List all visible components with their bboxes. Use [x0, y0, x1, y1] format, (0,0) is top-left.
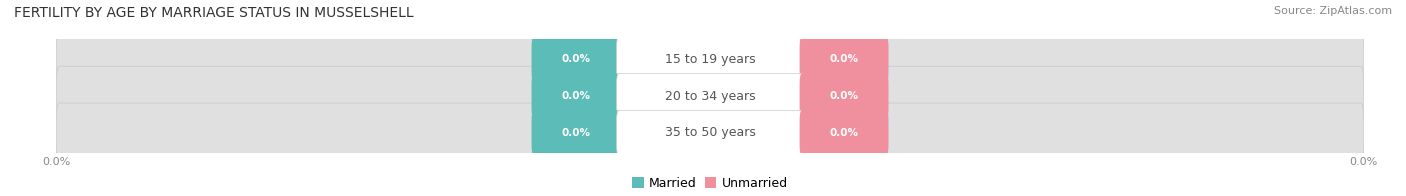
Bar: [56, 78, 1364, 114]
FancyBboxPatch shape: [617, 74, 803, 118]
FancyBboxPatch shape: [56, 66, 1364, 126]
Text: 0.0%: 0.0%: [561, 54, 591, 64]
Legend: Married, Unmarried: Married, Unmarried: [633, 177, 787, 190]
Bar: [56, 114, 1364, 151]
Text: 0.0%: 0.0%: [830, 128, 859, 138]
Text: 20 to 34 years: 20 to 34 years: [665, 90, 755, 103]
FancyBboxPatch shape: [800, 110, 889, 155]
Bar: [56, 41, 1364, 78]
FancyBboxPatch shape: [531, 110, 620, 155]
Text: 0.0%: 0.0%: [830, 54, 859, 64]
FancyBboxPatch shape: [617, 37, 803, 82]
Text: FERTILITY BY AGE BY MARRIAGE STATUS IN MUSSELSHELL: FERTILITY BY AGE BY MARRIAGE STATUS IN M…: [14, 6, 413, 20]
FancyBboxPatch shape: [531, 74, 620, 118]
Text: 0.0%: 0.0%: [561, 91, 591, 101]
FancyBboxPatch shape: [800, 37, 889, 82]
Text: 0.0%: 0.0%: [561, 128, 591, 138]
Text: 35 to 50 years: 35 to 50 years: [665, 126, 755, 139]
Text: Source: ZipAtlas.com: Source: ZipAtlas.com: [1274, 6, 1392, 16]
Text: 0.0%: 0.0%: [830, 91, 859, 101]
FancyBboxPatch shape: [617, 110, 803, 155]
Text: 15 to 19 years: 15 to 19 years: [665, 53, 755, 66]
FancyBboxPatch shape: [531, 37, 620, 82]
FancyBboxPatch shape: [56, 30, 1364, 89]
FancyBboxPatch shape: [800, 74, 889, 118]
FancyBboxPatch shape: [56, 103, 1364, 162]
